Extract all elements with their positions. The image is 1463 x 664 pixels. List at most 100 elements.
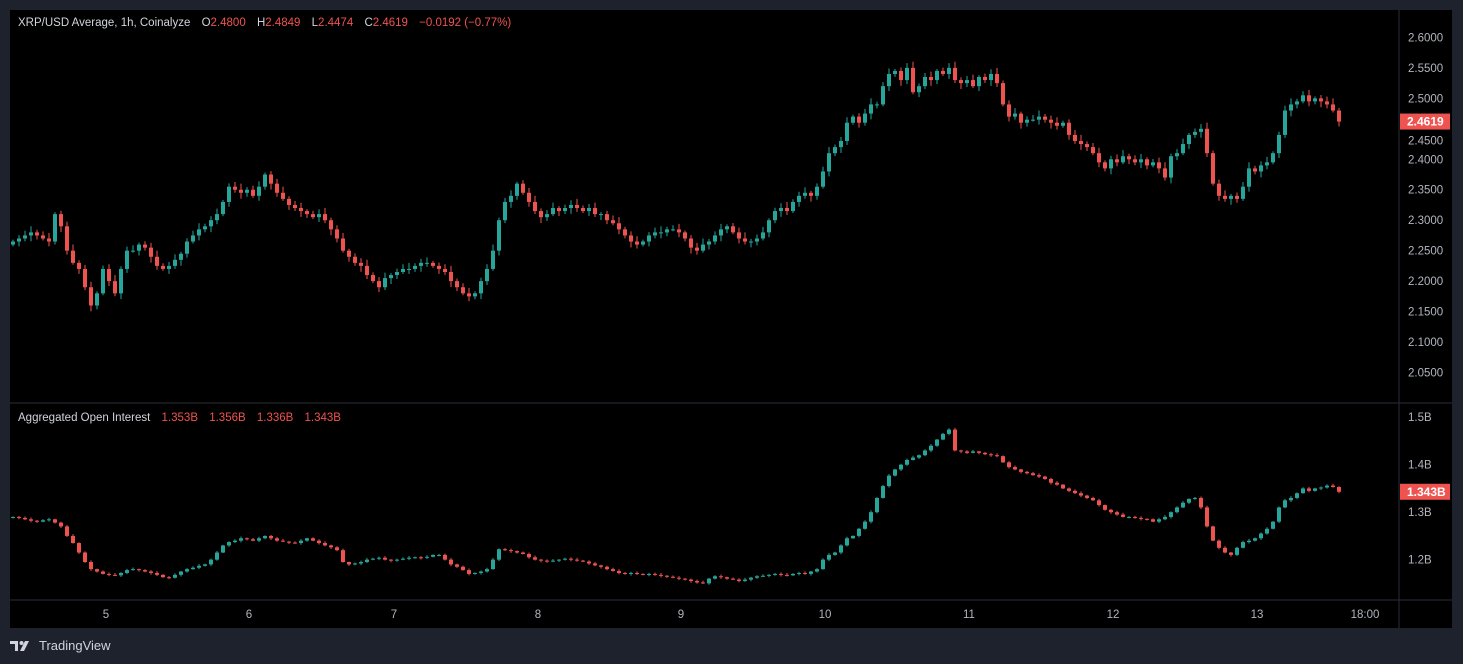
price-candle (983, 77, 987, 81)
price-candle (1223, 195, 1227, 199)
price-candle (239, 189, 243, 193)
price-candle (35, 232, 39, 236)
oi-candle (1319, 487, 1323, 489)
oi-candle (1169, 512, 1173, 517)
time-axis-tick: 18:00 (1351, 609, 1380, 621)
oi-candle (299, 540, 303, 544)
price-candle (521, 183, 525, 193)
oi-candle (1115, 512, 1119, 515)
oi-title[interactable]: Aggregated Open Interest (18, 412, 151, 424)
tradingview-logo[interactable]: TradingView (10, 638, 111, 653)
price-candle (1187, 134, 1191, 145)
price-candle (1031, 119, 1035, 121)
price-candle (347, 250, 351, 257)
oi-candle (755, 576, 759, 578)
price-candle (113, 281, 117, 294)
price-candle (77, 262, 81, 269)
oi-candle (1271, 521, 1275, 529)
price-candle (1169, 156, 1173, 178)
price-axis-tick: 2.1500 (1408, 307, 1443, 319)
price-candle (941, 70, 945, 74)
price-candle (293, 204, 297, 209)
price-candle (497, 220, 501, 251)
price-candle (1289, 104, 1293, 111)
oi-candle (1229, 552, 1233, 555)
oi-candle (839, 545, 843, 553)
oi-high-value: 1.356B (209, 412, 246, 424)
oi-candle (377, 557, 381, 559)
price-candle (125, 250, 129, 269)
oi-candle (1079, 493, 1083, 496)
oi-candle (1097, 500, 1101, 506)
price-candle (527, 192, 531, 202)
price-candle (1337, 110, 1341, 122)
oi-candle (119, 572, 123, 576)
symbol-title[interactable]: XRP/USD Average, 1h, Coinalyze (18, 17, 191, 29)
price-candle (875, 104, 879, 106)
oi-candle (1283, 500, 1287, 508)
price-candle (683, 232, 687, 239)
oi-candle (209, 559, 213, 565)
price-candle (929, 77, 933, 81)
oi-candle (401, 558, 405, 560)
oi-candle (263, 535, 267, 539)
oi-candle (593, 563, 597, 566)
oi-candle (605, 566, 609, 570)
oi-candle (413, 557, 417, 559)
oi-candle (77, 543, 81, 553)
oi-candle (983, 452, 987, 455)
price-candle (173, 259, 177, 266)
oi-candle (977, 451, 981, 453)
price-candle (443, 268, 447, 272)
price-candle (1079, 141, 1083, 145)
price-candle (587, 208, 591, 212)
oi-candle (59, 522, 63, 527)
oi-candle (443, 554, 447, 560)
price-candle (29, 232, 33, 236)
oi-candle (587, 561, 591, 564)
oi-candle (629, 572, 633, 574)
oi-candle (617, 571, 621, 573)
oi-candle (1331, 485, 1335, 488)
time-axis-tick: 13 (1251, 609, 1264, 621)
price-candle (695, 247, 699, 251)
oi-candle (1193, 497, 1197, 499)
oi-candle (191, 567, 195, 570)
price-candle (827, 153, 831, 172)
price-candle (629, 235, 633, 242)
price-candle (677, 229, 681, 233)
oi-candle (731, 578, 735, 580)
oi-candle (857, 528, 861, 536)
price-candle (791, 201, 795, 212)
price-candle (851, 116, 855, 123)
price-candle (809, 192, 813, 196)
price-candle (23, 235, 27, 239)
chart-area[interactable]: 2.6000 2.5500 2.5000 2.4500 2.4000 2.3500 2.30… (10, 10, 1452, 628)
price-candle (767, 220, 771, 233)
price-candle (461, 287, 465, 294)
oi-candle (1085, 495, 1089, 498)
price-candle (155, 256, 159, 266)
oi-candle (545, 560, 549, 562)
oi-candle (971, 451, 975, 453)
oi-candle (1133, 516, 1137, 518)
oi-candle (905, 459, 909, 465)
oi-candle (269, 535, 273, 539)
oi-candle (1211, 526, 1215, 541)
oi-candle (1091, 497, 1095, 501)
oi-candle (113, 574, 117, 576)
time-axis-tick: 12 (1107, 609, 1120, 621)
time-axis-tick: 6 (246, 609, 252, 621)
oi-candle (785, 574, 789, 576)
oi-candle (875, 497, 879, 513)
price-candle (737, 232, 741, 239)
oi-candle (71, 535, 75, 544)
oi-candle (419, 557, 423, 559)
time-axis-tick: 9 (678, 609, 684, 621)
chart-canvas[interactable]: 2.6000 2.5500 2.5000 2.4500 2.4000 2.3500 2.30… (10, 10, 1452, 628)
price-candle (731, 226, 735, 233)
oi-candle (41, 520, 45, 522)
price-candle (431, 262, 435, 266)
price-candle (1037, 116, 1041, 120)
oi-candle (947, 429, 951, 434)
